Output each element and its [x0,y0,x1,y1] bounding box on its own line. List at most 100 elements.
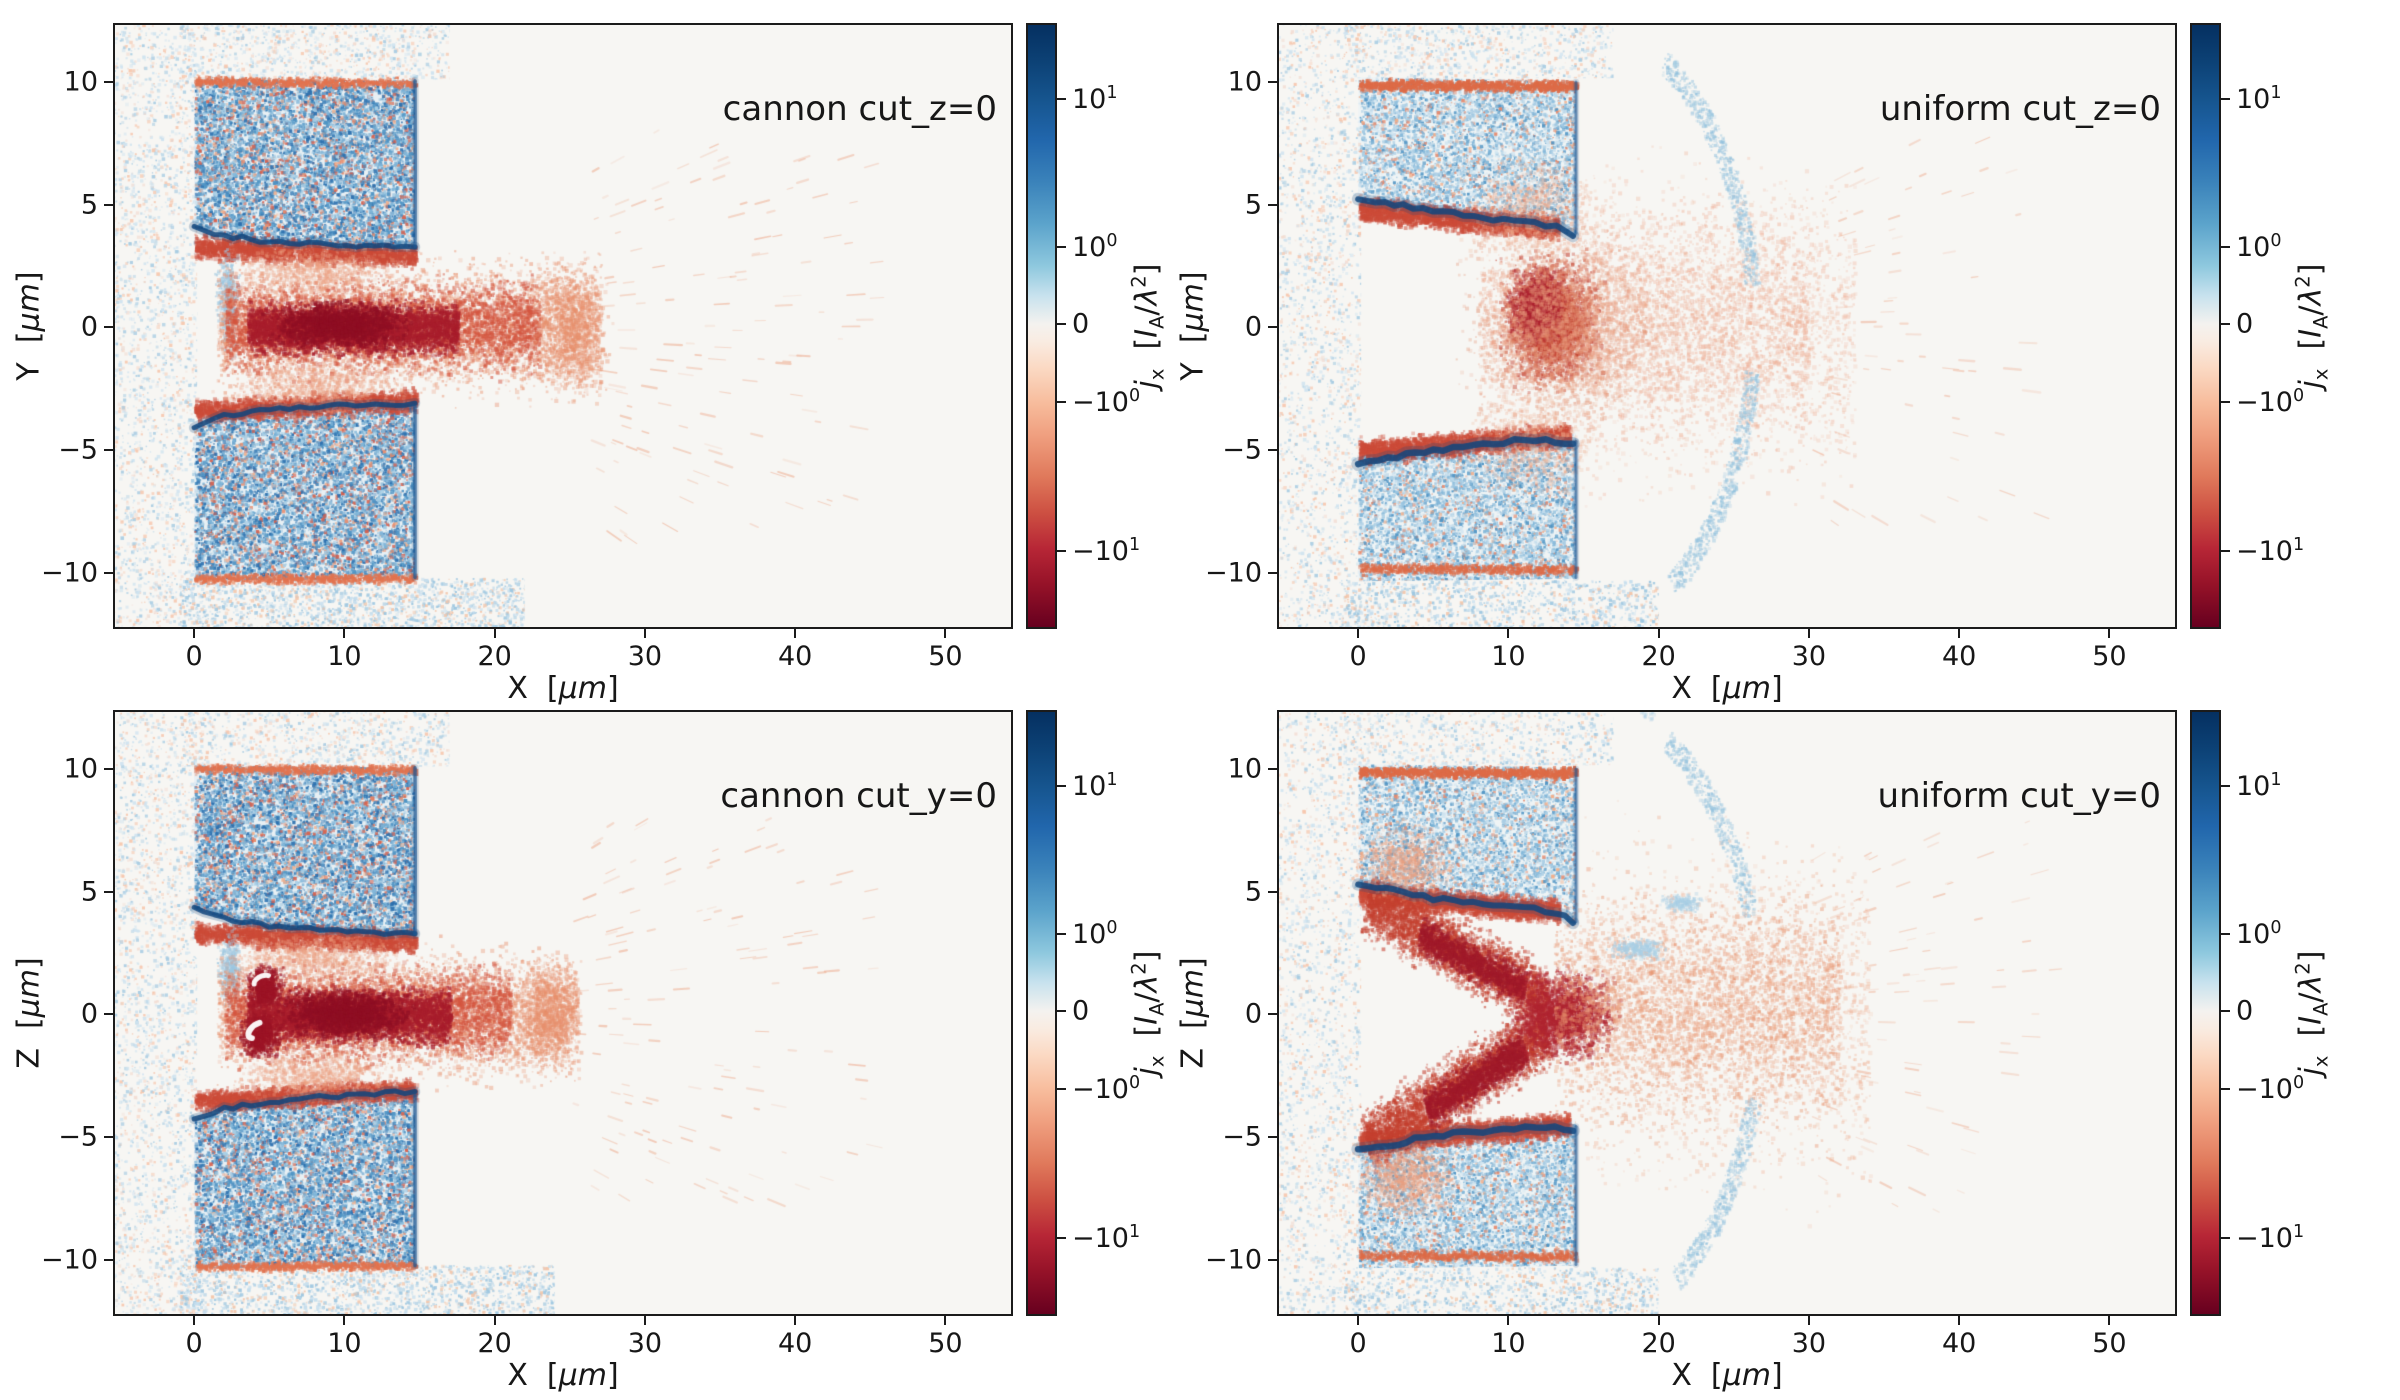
x-tick-label: 50 [928,641,963,672]
colorbar-tick-mark [2221,1088,2230,1091]
y-tick-mark [1268,767,1277,770]
y-tick-mark [104,767,113,770]
y-tick-mark [1268,448,1277,451]
y-tick-mark [104,80,113,83]
x-tick-mark [1357,629,1360,638]
y-tick-mark [104,1135,113,1138]
y-tick-mark [104,448,113,451]
colorbar-tick-mark [2221,1236,2230,1239]
x-tick-mark [643,629,646,638]
x-tick-label: 30 [1791,641,1827,672]
y-tick-mark [104,571,113,574]
x-tick-label: 50 [2092,641,2127,672]
panel-uniform-cut-z0: uniform cut_z=0 X [μm] Y [μm] jx [IA/λ2]… [1176,23,2332,706]
colorbar-tick-mark [1057,245,1066,248]
y-tick-label: 5 [1244,876,1262,908]
panel-annotation: cannon cut_z=0 [722,89,997,129]
x-tick-label: 10 [1491,1328,1526,1359]
x-tick-label: 20 [1641,641,1676,672]
x-tick-label: 50 [2092,1328,2127,1359]
x-tick-label: 40 [777,1328,813,1359]
colorbar: jx [IA/λ2] 101 100 0 −100 −101 [1026,23,1168,629]
x-tick-mark [944,1316,947,1325]
colorbar-tick-label: −101 [1072,534,1141,567]
colorbar-tick-label: −100 [1072,386,1141,418]
x-tick-mark [343,1316,346,1325]
y-tick-mark [1268,571,1277,574]
y-tick-label: 0 [1244,311,1262,343]
y-tick-label: 10 [63,66,98,98]
colorbar-tick-label: 0 [1072,308,1090,340]
y-tick-mark [104,1013,113,1016]
y-tick-label: 0 [80,311,98,343]
y-tick-mark [1268,80,1277,83]
x-tick-mark [193,1316,196,1325]
x-tick-mark [2108,1316,2111,1325]
x-tick-label: 0 [185,641,203,672]
colorbar-tick-label: −101 [2236,534,2305,567]
x-tick-mark [493,629,496,638]
heatmap-canvas [113,710,1013,1316]
y-tick-label: 0 [80,998,98,1030]
colorbar-tick-label: 0 [1072,995,1090,1027]
x-tick-label: 10 [1491,641,1526,672]
x-tick-mark [1807,629,1810,638]
colorbar-tick-mark [2221,1010,2230,1013]
x-axis-label: X [μm] [507,671,619,706]
colorbar-gradient [2190,710,2221,1316]
colorbar-tick-mark [1057,1236,1066,1239]
heatmap-canvas [1277,710,2177,1316]
y-tick-label: −10 [1205,557,1262,589]
x-tick-label: 40 [1941,641,1977,672]
y-tick-label: 10 [1227,753,1262,785]
x-tick-mark [1507,1316,1510,1325]
colorbar-tick-mark [1057,549,1066,552]
colorbar-tick-mark [2221,245,2230,248]
x-tick-mark [1657,1316,1660,1325]
y-tick-mark [1268,890,1277,893]
colorbar-tick-label: 101 [2236,769,2282,802]
colorbar-tick-mark [2221,97,2230,100]
colorbar-tick-label: 100 [1072,918,1118,950]
y-tick-mark [1268,326,1277,329]
y-tick-label: 10 [1227,66,1262,98]
colorbar-tick-label: 100 [2236,231,2282,263]
y-tick-label: 5 [80,189,98,221]
colorbar-label: jx [IA/λ2] [1127,950,1169,1076]
colorbar-label: jx [IA/λ2] [2291,950,2333,1076]
x-tick-label: 40 [1941,1328,1977,1359]
heatmap-canvas [1277,23,2177,629]
y-tick-mark [104,1258,113,1261]
x-tick-label: 30 [627,1328,663,1359]
y-tick-mark [104,203,113,206]
y-axis-label: Z [μm] [1175,957,1211,1069]
x-tick-mark [1357,1316,1360,1325]
colorbar-tick-label: 100 [1072,231,1118,263]
colorbar-gradient [1026,23,1057,629]
y-tick-label: −5 [1222,1121,1262,1153]
x-tick-label: 20 [477,1328,512,1359]
colorbar-tick-label: −100 [2236,1073,2305,1105]
x-tick-label: 10 [327,641,362,672]
x-tick-label: 50 [928,1328,963,1359]
y-tick-mark [104,890,113,893]
y-tick-label: 0 [1244,998,1262,1030]
x-tick-mark [794,1316,797,1325]
panel-uniform-cut-y0: uniform cut_y=0 X [μm] Z [μm] jx [IA/λ2]… [1176,710,2332,1393]
x-tick-mark [643,1316,646,1325]
colorbar-label: jx [IA/λ2] [1127,263,1169,389]
x-tick-mark [1807,1316,1810,1325]
y-tick-label: 5 [1244,189,1262,221]
x-tick-mark [944,629,947,638]
x-tick-mark [2108,629,2111,638]
x-tick-label: 20 [477,641,512,672]
y-tick-mark [1268,1013,1277,1016]
colorbar-tick-mark [1057,97,1066,100]
colorbar-tick-mark [1057,932,1066,935]
y-tick-mark [104,326,113,329]
x-axis-label: X [μm] [507,1358,619,1393]
heatmap-canvas [113,23,1013,629]
x-tick-mark [193,629,196,638]
colorbar-tick-mark [2221,401,2230,404]
colorbar-tick-mark [1057,401,1066,404]
